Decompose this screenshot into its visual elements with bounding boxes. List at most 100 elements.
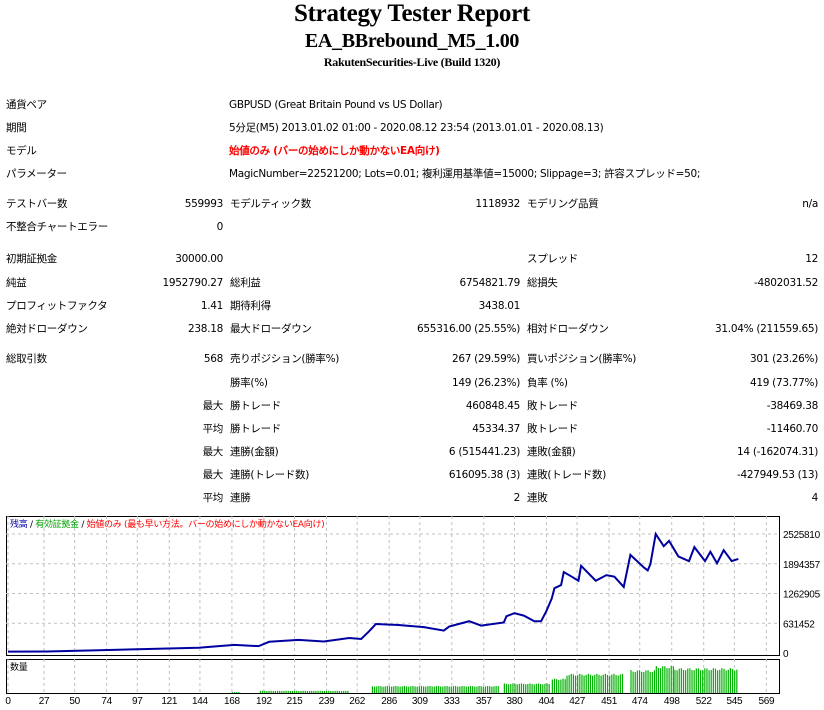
volume-bar [702, 670, 704, 693]
stat-value: 6 (515441.23) [448, 446, 520, 458]
volume-bar [296, 690, 298, 693]
volume-bar [319, 690, 321, 693]
stat-value: 559993 [184, 198, 224, 210]
stat-label: プロフィットファクタ [6, 300, 108, 312]
volume-bar [653, 670, 656, 693]
stat-value: 最大 [202, 446, 224, 458]
volume-bar [384, 686, 386, 693]
x-tick-label: 380 [507, 696, 524, 707]
x-tick-label: 333 [444, 696, 461, 707]
volume-bar [666, 668, 668, 693]
stat-label: 売りポジション(勝率%) [230, 353, 340, 365]
volume-bar [306, 690, 309, 693]
volume-bar [304, 690, 306, 693]
volume-bar [401, 686, 403, 693]
volume-bar [472, 686, 474, 693]
volume-bar [302, 690, 304, 693]
volume-bar [332, 690, 334, 693]
stat-label: 総取引数 [6, 353, 47, 365]
volume-bar [583, 675, 585, 693]
volume-bar [587, 673, 589, 693]
volume-bar [482, 686, 484, 693]
volume-bar [731, 668, 734, 693]
volume-bar [572, 674, 575, 693]
report-title: Strategy Tester Report [294, 0, 530, 27]
stat-value: -11460.70 [766, 423, 819, 435]
stat-label: 期待利得 [230, 300, 271, 312]
volume-bar [520, 683, 523, 693]
volume-bar [674, 669, 676, 693]
volume-bar [423, 686, 425, 693]
volume-bar [343, 690, 345, 693]
volume-bar [264, 690, 266, 693]
x-tick-label: 239 [319, 696, 336, 707]
volume-bar [474, 686, 476, 693]
volume-bar [461, 686, 463, 693]
x-tick-label: 404 [539, 696, 556, 707]
volume-bar [529, 683, 531, 693]
x-tick-label: 286 [381, 696, 398, 707]
volume-bar [452, 686, 455, 693]
volume-bar [723, 668, 725, 693]
volume-bar [609, 675, 611, 693]
x-tick-label: 27 [39, 696, 50, 707]
x-tick-label: 522 [696, 696, 713, 707]
volume-bar [514, 683, 516, 693]
volume-bar [556, 679, 558, 693]
volume-bar [272, 690, 274, 693]
info-label: 通貨ペア [6, 99, 47, 111]
volume-bar [274, 690, 277, 693]
info-value: 始値のみ (バーの始めにしか動かないEA向け) [229, 145, 440, 157]
volume-bar [371, 686, 374, 693]
volume-bar [585, 674, 587, 693]
volume-bar [298, 690, 300, 693]
volume-bar [659, 668, 662, 693]
volume-bar [283, 690, 285, 693]
volume-bar [386, 685, 388, 693]
volume-bar [373, 686, 376, 693]
volume-bar [533, 684, 535, 693]
volume-bar [651, 671, 653, 693]
volume-bar [505, 683, 508, 693]
legend-balance: 残高 [10, 518, 28, 530]
volume-bar [313, 690, 315, 693]
volume-bar [412, 685, 414, 693]
stat-value: 45334.37 [472, 423, 520, 435]
volume-bar [647, 670, 649, 693]
volume-bar [440, 686, 442, 693]
volume-bar [570, 673, 572, 693]
volume-bar [535, 683, 537, 693]
volume-bar [734, 670, 736, 693]
y-tick-label: 2525810 [783, 530, 821, 541]
volume-bar [495, 685, 497, 693]
volume-bar [405, 686, 408, 693]
stat-label: 連敗(金額) [527, 446, 576, 458]
volume-bar [476, 686, 478, 693]
stat-label: 相対ドローダウン [527, 323, 609, 335]
volume-bar [323, 690, 326, 693]
stat-label: 純益 [6, 277, 27, 289]
volume-bar [448, 686, 450, 693]
legend-sep: / [27, 520, 35, 530]
volume-bar [721, 668, 723, 693]
volume-bar [645, 670, 647, 693]
x-tick-label: 545 [726, 696, 743, 707]
volume-bar [478, 685, 480, 693]
volume-bar [598, 674, 600, 693]
volume-bar [238, 692, 240, 693]
volume-bar [431, 686, 433, 693]
volume-bar [649, 671, 651, 693]
volume-bar [414, 686, 416, 693]
volume-bar [285, 690, 287, 693]
volume-bar [336, 690, 338, 693]
volume-bar [291, 690, 294, 693]
volume-bar [416, 686, 418, 693]
volume-bar [403, 685, 406, 693]
volume-bar [497, 686, 499, 693]
volume-bar [503, 683, 505, 693]
volume-bar [457, 686, 459, 693]
stat-label: 勝トレード [230, 400, 281, 412]
volume-bar [391, 686, 393, 693]
volume-bar [444, 686, 446, 693]
volume-bar [418, 686, 420, 693]
